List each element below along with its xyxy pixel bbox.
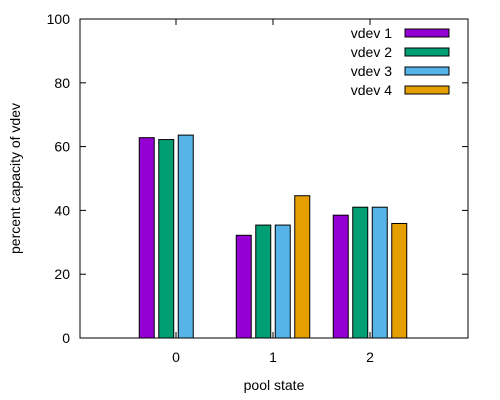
legend-swatch xyxy=(404,28,450,38)
bar-vdev-1-state-1 xyxy=(235,234,252,339)
legend-swatch xyxy=(404,85,450,95)
bar-vdev-2-state-2 xyxy=(352,206,369,339)
legend-swatch xyxy=(404,47,450,57)
x-tick-label: 1 xyxy=(269,349,277,365)
y-axis-label: percent capacity of vdev xyxy=(7,103,23,254)
bar-vdev-3-state-2 xyxy=(371,206,388,339)
legend-swatch xyxy=(404,66,450,76)
bar-vdev-2-state-0 xyxy=(158,139,175,339)
legend: vdev 1 vdev 2 vdev 3 vdev 4 xyxy=(351,25,450,98)
legend-label: vdev 4 xyxy=(351,82,392,98)
legend-label: vdev 1 xyxy=(351,25,392,41)
y-tick-label: 0 xyxy=(62,330,70,346)
ticks-layer: 0 20 40 60 80 100 0 1 2 xyxy=(47,11,468,365)
bars-layer xyxy=(138,134,408,339)
x-tick-label: 0 xyxy=(172,349,180,365)
bar-vdev-4-state-2 xyxy=(391,222,408,339)
legend-label: vdev 2 xyxy=(351,44,392,60)
plot-frame xyxy=(79,18,469,339)
y-tick-label: 100 xyxy=(47,11,71,27)
y-tick-label: 60 xyxy=(54,139,70,155)
legend-label: vdev 3 xyxy=(351,63,392,79)
y-tick-label: 20 xyxy=(54,266,70,282)
x-axis-label: pool state xyxy=(244,377,305,393)
bar-vdev-1-state-2 xyxy=(332,214,349,339)
bar-vdev-1-state-0 xyxy=(138,137,155,339)
y-tick-label: 80 xyxy=(54,75,70,91)
bar-vdev-3-state-0 xyxy=(177,134,194,339)
bar-vdev-3-state-1 xyxy=(274,224,291,339)
bar-vdev-4-state-1 xyxy=(294,195,311,339)
x-tick-label: 2 xyxy=(366,349,374,365)
bar-vdev-2-state-1 xyxy=(255,224,272,339)
y-tick-label: 40 xyxy=(54,202,70,218)
